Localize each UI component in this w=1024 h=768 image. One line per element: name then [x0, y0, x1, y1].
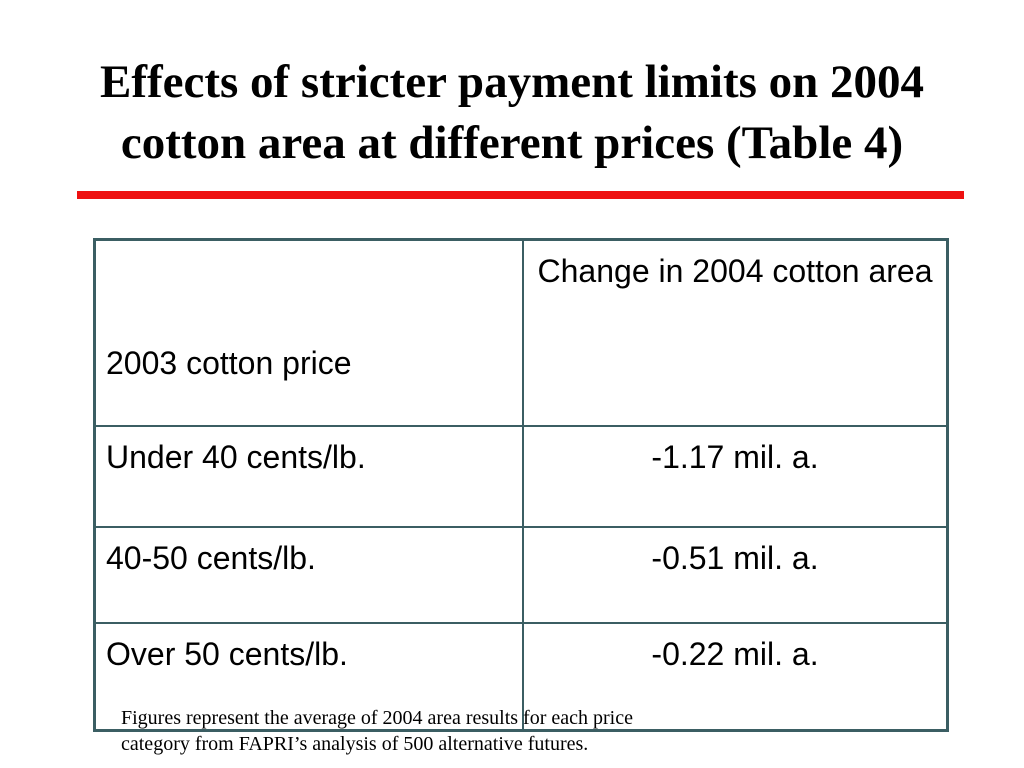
table-header-row: 2003 cotton price Change in 2004 cotton …	[93, 238, 949, 427]
header-cell-price: 2003 cotton price	[93, 238, 524, 427]
header-cell-change: Change in 2004 cotton area	[522, 238, 949, 427]
footnote-line-1: Figures represent the average of 2004 ar…	[121, 707, 633, 729]
price-cell: Over 50 cents/lb.	[93, 622, 524, 732]
price-cell: 40-50 cents/lb.	[93, 526, 524, 624]
table-row: Over 50 cents/lb. -0.22 mil. a.	[93, 622, 949, 732]
change-cell: -0.51 mil. a.	[522, 526, 949, 624]
table-row: Under 40 cents/lb. -1.17 mil. a.	[93, 425, 949, 528]
price-cell: Under 40 cents/lb.	[93, 425, 524, 528]
change-cell: -1.17 mil. a.	[522, 425, 949, 528]
change-cell: -0.22 mil. a.	[522, 622, 949, 732]
title-underline-rule	[77, 191, 964, 199]
title-line-2: cotton area at different prices (Table 4…	[120, 117, 904, 169]
title-line-1: Effects of stricter payment limits on 20…	[99, 56, 925, 108]
footnote: Figures represent the average of 2004 ar…	[121, 705, 821, 757]
slide-title: Effects of stricter payment limits on 20…	[40, 52, 984, 174]
price-effects-table: 2003 cotton price Change in 2004 cotton …	[93, 238, 949, 732]
table-row: 40-50 cents/lb. -0.51 mil. a.	[93, 526, 949, 624]
footnote-line-2: category from FAPRI’s analysis of 500 al…	[121, 733, 589, 755]
